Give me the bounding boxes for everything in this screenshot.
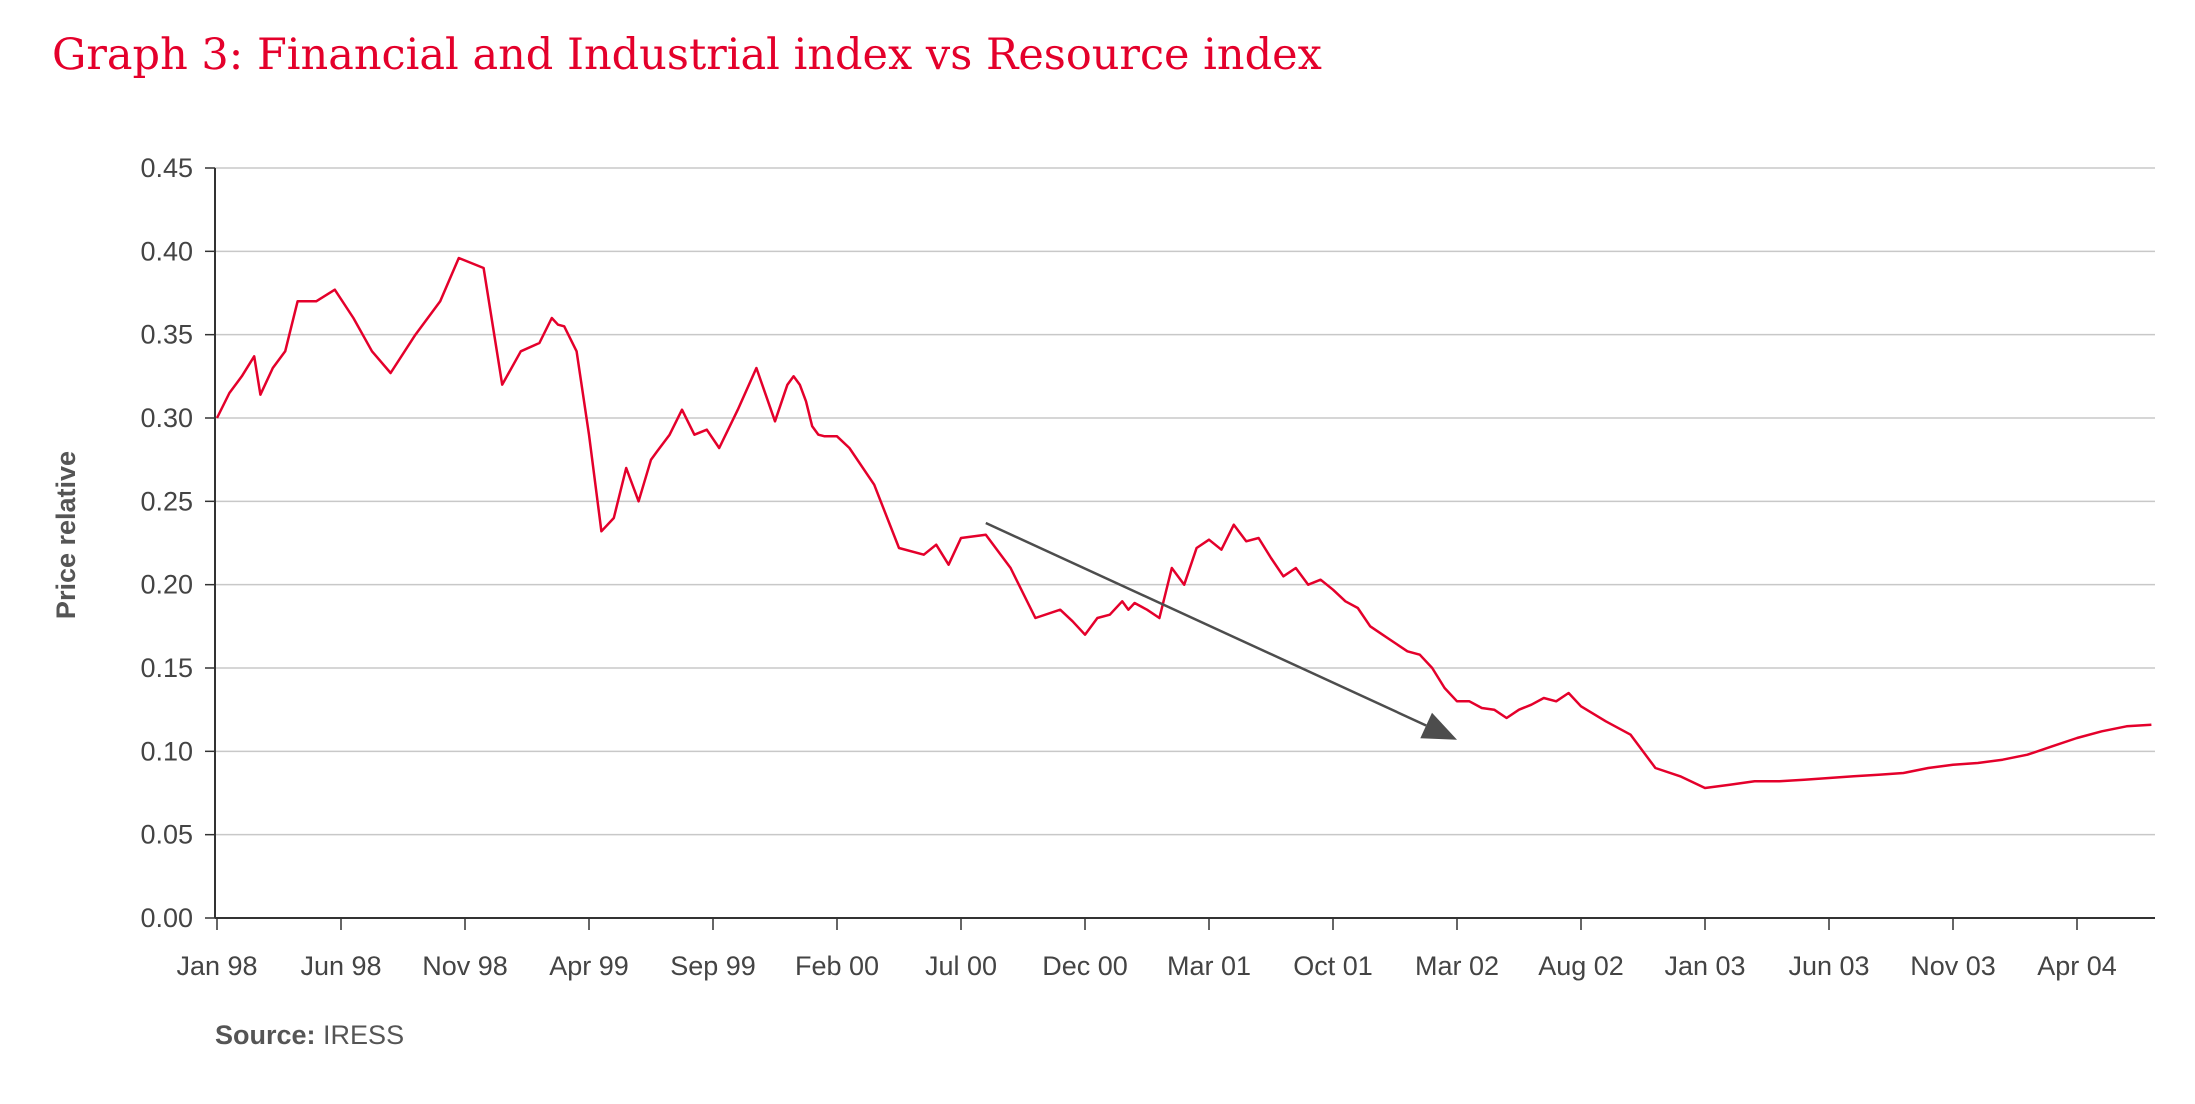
x-tick-label: Mar 02 (1415, 951, 1499, 981)
y-tick-label: 0.45 (140, 153, 193, 183)
y-tick-label: 0.35 (140, 320, 193, 350)
chart-title: Graph 3: Financial and Industrial index … (52, 30, 1322, 80)
x-tick-label: Jan 98 (176, 951, 257, 981)
y-axis-label: Price relative (51, 451, 81, 619)
x-tick-label: Jun 98 (300, 951, 381, 981)
series-layer (215, 256, 2152, 790)
y-tick-label: 0.40 (140, 236, 193, 266)
x-tick-label: Mar 01 (1167, 951, 1251, 981)
x-tick-label: Jul 00 (925, 951, 997, 981)
y-tick-label: 0.20 (140, 570, 193, 600)
axes (214, 168, 2155, 919)
x-tick-label: Oct 01 (1293, 951, 1373, 981)
x-tick-label: Dec 00 (1042, 951, 1128, 981)
x-axis-ticks: Jan 98 Jun 98 Nov 98 Apr 99 Sep 99 Feb 00 Jul … (176, 918, 2117, 981)
x-tick-label: Apr 99 (549, 951, 629, 981)
annotations (985, 521, 1457, 740)
y-tick-label: 0.00 (140, 903, 193, 933)
x-tick-label: Nov 03 (1910, 951, 1996, 981)
x-tick-label: Aug 02 (1538, 951, 1624, 981)
x-tick-label: Apr 04 (2037, 951, 2117, 981)
series-line (215, 256, 2152, 790)
y-tick-label: 0.15 (140, 653, 193, 683)
y-tick-label: 0.25 (140, 486, 193, 516)
gridlines (215, 167, 2155, 836)
source-value: IRESS (323, 1020, 405, 1050)
y-tick-label: 0.30 (140, 403, 193, 433)
trend-arrow-head (1420, 712, 1457, 740)
source-note: Source: IRESS (215, 1020, 404, 1051)
source-label: Source: (215, 1020, 316, 1050)
x-tick-label: Jan 03 (1664, 951, 1745, 981)
y-tick-label: 0.10 (140, 736, 193, 766)
y-axis-ticks: 0.00 0.05 0.10 0.15 0.20 0.25 0.30 0.35 0.40 0.45 (140, 153, 215, 933)
x-tick-label: Jun 03 (1788, 951, 1869, 981)
trend-arrow-shaft (985, 521, 1427, 727)
x-tick-label: Feb 00 (795, 951, 879, 981)
x-tick-label: Sep 99 (670, 951, 756, 981)
x-tick-label: Nov 98 (422, 951, 508, 981)
y-tick-label: 0.05 (140, 820, 193, 850)
